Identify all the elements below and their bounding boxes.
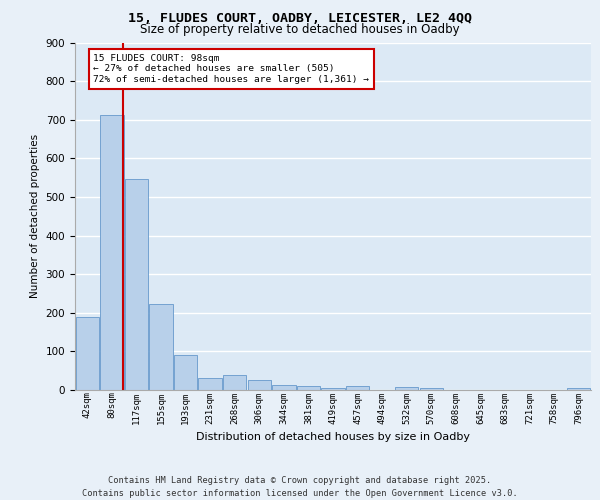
Bar xyxy=(567,388,590,390)
Bar xyxy=(149,304,173,390)
Bar xyxy=(297,386,320,390)
Bar xyxy=(248,380,271,390)
Bar xyxy=(322,388,344,390)
Text: 15, FLUDES COURT, OADBY, LEICESTER, LE2 4QQ: 15, FLUDES COURT, OADBY, LEICESTER, LE2 … xyxy=(128,12,472,26)
Bar xyxy=(395,387,418,390)
Bar xyxy=(76,316,99,390)
Text: Size of property relative to detached houses in Oadby: Size of property relative to detached ho… xyxy=(140,22,460,36)
Y-axis label: Number of detached properties: Number of detached properties xyxy=(30,134,40,298)
X-axis label: Distribution of detached houses by size in Oadby: Distribution of detached houses by size … xyxy=(196,432,470,442)
Bar xyxy=(199,378,222,390)
Bar xyxy=(346,386,369,390)
Text: 15 FLUDES COURT: 98sqm
← 27% of detached houses are smaller (505)
72% of semi-de: 15 FLUDES COURT: 98sqm ← 27% of detached… xyxy=(94,54,370,84)
Bar xyxy=(174,355,197,390)
Bar xyxy=(419,388,443,390)
Bar xyxy=(125,179,148,390)
Text: Contains HM Land Registry data © Crown copyright and database right 2025.
Contai: Contains HM Land Registry data © Crown c… xyxy=(82,476,518,498)
Bar xyxy=(100,115,124,390)
Bar xyxy=(223,374,247,390)
Bar xyxy=(272,384,296,390)
